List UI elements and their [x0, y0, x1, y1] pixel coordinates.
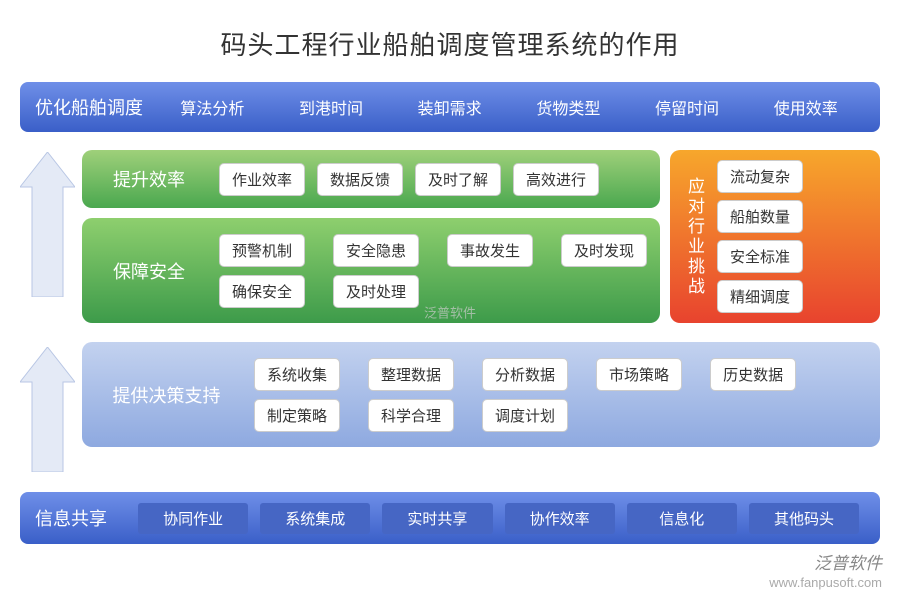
top-bar-item: 停留时间 [628, 95, 747, 119]
row-block: 提供决策支持系统收集整理数据分析数据市场策略历史数据制定策略科学合理调度计划 [82, 342, 880, 447]
top-bar-lead: 优化船舶调度 [35, 94, 143, 120]
bottom-bar: 信息共享 协同作业系统集成实时共享协作效率信息化其他码头 [20, 492, 880, 544]
mid-region: 提升效率作业效率数据反馈及时了解高效进行保障安全预警机制安全隐患事故发生及时发现… [20, 142, 880, 482]
chip: 确保安全 [219, 275, 305, 308]
watermark-url: www.fanpusoft.com [769, 575, 882, 592]
chip: 安全隐患 [333, 234, 419, 267]
top-bar-item: 货物类型 [509, 95, 628, 119]
chip: 数据反馈 [317, 163, 403, 196]
chip: 整理数据 [368, 358, 454, 391]
chip: 分析数据 [482, 358, 568, 391]
chip: 制定策略 [254, 399, 340, 432]
chip: 及时处理 [333, 275, 419, 308]
row-label: 提供决策支持 [94, 382, 239, 408]
top-bar-item: 装卸需求 [390, 95, 509, 119]
chip: 精细调度 [717, 280, 803, 313]
chip: 高效进行 [513, 163, 599, 196]
chip: 及时了解 [415, 163, 501, 196]
top-bar-item: 算法分析 [153, 95, 272, 119]
top-bar: 优化船舶调度 算法分析到港时间装卸需求货物类型停留时间使用效率 [20, 82, 880, 132]
side-block-label: 应对行业挑战 [678, 158, 711, 315]
chip: 事故发生 [447, 234, 533, 267]
bottom-bar-button: 系统集成 [260, 503, 370, 534]
chip: 及时发现 [561, 234, 647, 267]
bottom-bar-button: 实时共享 [382, 503, 492, 534]
watermark-brand: 泛普软件 [769, 553, 882, 575]
row-block: 提升效率作业效率数据反馈及时了解高效进行 [82, 150, 660, 208]
page-title: 码头工程行业船舶调度管理系统的作用 [0, 0, 900, 82]
bottom-bar-button: 协作效率 [505, 503, 615, 534]
bottom-bar-button: 信息化 [627, 503, 737, 534]
bottom-bar-lead: 信息共享 [35, 505, 107, 531]
up-arrow-2 [20, 347, 75, 472]
chip: 调度计划 [482, 399, 568, 432]
chip: 预警机制 [219, 234, 305, 267]
chip: 系统收集 [254, 358, 340, 391]
chip: 市场策略 [596, 358, 682, 391]
bottom-bar-button: 其他码头 [749, 503, 859, 534]
chip: 安全标准 [717, 240, 803, 273]
chip: 作业效率 [219, 163, 305, 196]
chip: 历史数据 [710, 358, 796, 391]
row-label: 保障安全 [94, 258, 204, 284]
bottom-bar-button: 协同作业 [138, 503, 248, 534]
row-label: 提升效率 [94, 166, 204, 192]
top-bar-item: 使用效率 [746, 95, 865, 119]
chip: 船舶数量 [717, 200, 803, 233]
watermark-corner: 泛普软件 www.fanpusoft.com [769, 553, 882, 592]
top-bar-item: 到港时间 [272, 95, 391, 119]
row-block: 保障安全预警机制安全隐患事故发生及时发现确保安全及时处理 [82, 218, 660, 323]
up-arrow-1 [20, 152, 75, 297]
side-block: 应对行业挑战 流动复杂船舶数量安全标准精细调度 [670, 150, 880, 323]
chip: 科学合理 [368, 399, 454, 432]
chip: 流动复杂 [717, 160, 803, 193]
